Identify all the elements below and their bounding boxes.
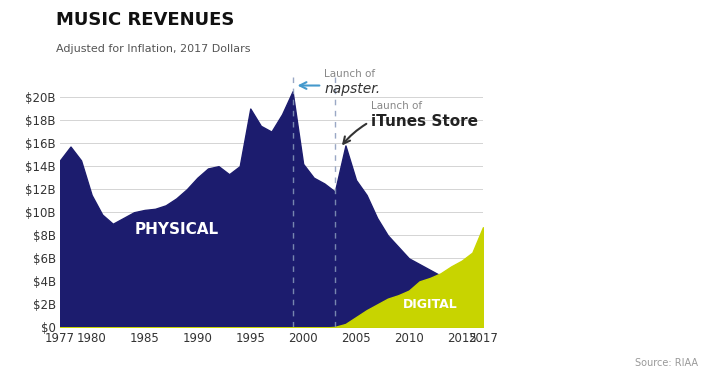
Text: Adjusted for Inflation, 2017 Dollars: Adjusted for Inflation, 2017 Dollars <box>56 44 251 54</box>
Text: napster.: napster. <box>324 82 381 96</box>
Text: Source: RIAA: Source: RIAA <box>635 358 698 368</box>
Text: MUSIC REVENUES: MUSIC REVENUES <box>56 11 235 29</box>
Text: iTunes Store: iTunes Store <box>371 114 478 129</box>
Text: DIGITAL: DIGITAL <box>403 298 458 311</box>
Text: Launch of: Launch of <box>324 69 376 79</box>
Text: PHYSICAL: PHYSICAL <box>134 222 219 237</box>
Text: Launch of: Launch of <box>371 101 422 111</box>
